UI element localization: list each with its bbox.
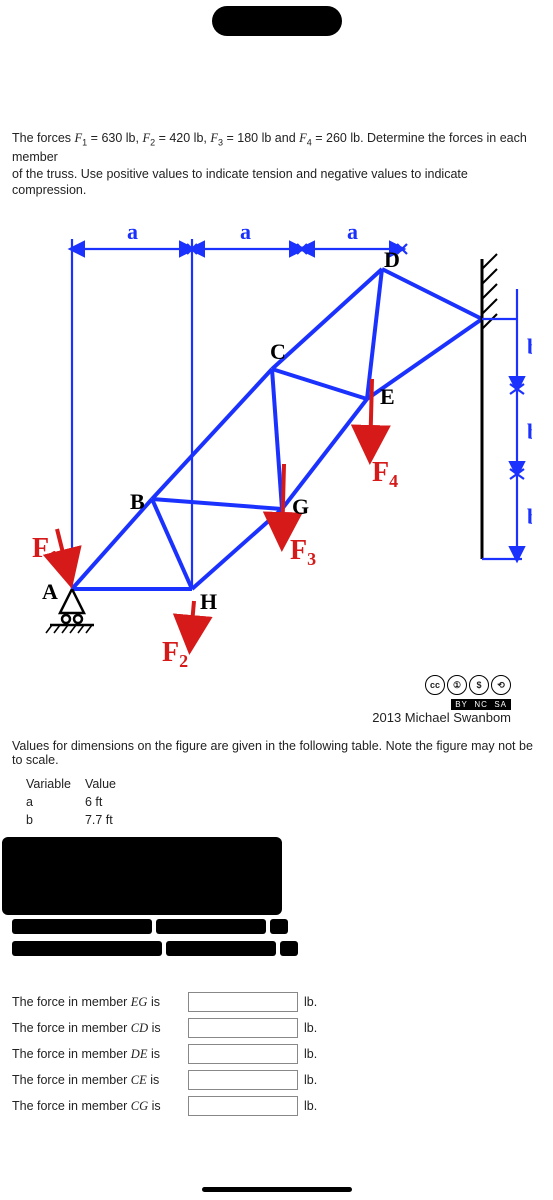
svg-text:F4: F4 bbox=[372, 457, 398, 491]
node-H: H bbox=[200, 589, 217, 614]
answer-inputs: The force in member EG is lb. The force … bbox=[12, 989, 541, 1119]
dim-a-val: 6 ft bbox=[85, 793, 130, 811]
problem-statement: The forces F1 = 630 lb, F2 = 420 lb, F3 … bbox=[12, 130, 541, 199]
attribution: cc ① $ ⟲ BY NC SA 2013 Michael Swanbom bbox=[12, 675, 511, 725]
var-f2: F bbox=[142, 131, 150, 145]
unit: lb. bbox=[304, 1099, 328, 1113]
node-D: D bbox=[384, 247, 400, 272]
node-B: B bbox=[130, 489, 145, 514]
node-G: G bbox=[292, 494, 309, 519]
var-f4: F bbox=[299, 131, 307, 145]
unit: lb. bbox=[304, 1047, 328, 1061]
svg-text:F2: F2 bbox=[162, 637, 188, 669]
dim-b: b bbox=[527, 334, 532, 359]
unit: lb. bbox=[304, 1073, 328, 1087]
dim-b: b bbox=[527, 504, 532, 529]
unit: lb. bbox=[304, 1021, 328, 1035]
credit-text: 2013 Michael Swanbom bbox=[372, 710, 511, 725]
dim-a: a bbox=[127, 219, 138, 244]
dim-b-val: 7.7 ft bbox=[85, 811, 130, 829]
col-value: Value bbox=[85, 775, 130, 793]
sa-icon: ⟲ bbox=[491, 675, 511, 695]
nc-icon: $ bbox=[469, 675, 489, 695]
page-content: The forces F1 = 630 lb, F2 = 420 lb, F3 … bbox=[0, 0, 553, 1200]
answer-row: The force in member CG is lb. bbox=[12, 1093, 541, 1119]
node-C: C bbox=[270, 339, 286, 364]
val: = 420 lb, bbox=[155, 131, 210, 145]
val: 630 lb, bbox=[101, 131, 142, 145]
svg-text:F1: F1 bbox=[32, 533, 58, 567]
text: of the truss. Use positive values to ind… bbox=[12, 167, 468, 198]
force-CE-input[interactable] bbox=[188, 1070, 298, 1090]
answer-row: The force in member DE is lb. bbox=[12, 1041, 541, 1067]
answer-row: The force in member CD is lb. bbox=[12, 1015, 541, 1041]
home-indicator bbox=[202, 1187, 352, 1192]
var-f3: F bbox=[210, 131, 218, 145]
force-CD-input[interactable] bbox=[188, 1018, 298, 1038]
val: = 180 lb and bbox=[223, 131, 299, 145]
redacted-rows bbox=[12, 915, 541, 959]
dim-b: b bbox=[527, 419, 532, 444]
force-DE-input[interactable] bbox=[188, 1044, 298, 1064]
answer-row: The force in member CE is lb. bbox=[12, 1067, 541, 1093]
force-EG-input[interactable] bbox=[188, 992, 298, 1012]
truss-figure: a a a b b b A B C D E G H F1 bbox=[22, 209, 532, 669]
by-icon: ① bbox=[447, 675, 467, 695]
force-CG-input[interactable] bbox=[188, 1096, 298, 1116]
truss-svg: a a a b b b A B C D E G H F1 bbox=[22, 209, 532, 669]
svg-text:F3: F3 bbox=[290, 535, 316, 569]
unit: lb. bbox=[304, 995, 328, 1009]
redacted-block bbox=[2, 837, 282, 915]
dim-b-var: b bbox=[26, 811, 85, 829]
node-E: E bbox=[380, 384, 395, 409]
dim-a: a bbox=[347, 219, 358, 244]
eq: = bbox=[87, 131, 101, 145]
answer-row: The force in member EG is lb. bbox=[12, 989, 541, 1015]
text: The forces bbox=[12, 131, 75, 145]
dimensions-intro: Values for dimensions on the figure are … bbox=[12, 739, 541, 767]
dimensions-table: VariableValue a6 ft b7.7 ft bbox=[26, 775, 130, 829]
dim-a-var: a bbox=[26, 793, 85, 811]
dim-a: a bbox=[240, 219, 251, 244]
col-variable: Variable bbox=[26, 775, 85, 793]
node-A: A bbox=[42, 579, 58, 604]
phone-notch bbox=[212, 6, 342, 36]
cc-icon: cc bbox=[425, 675, 445, 695]
